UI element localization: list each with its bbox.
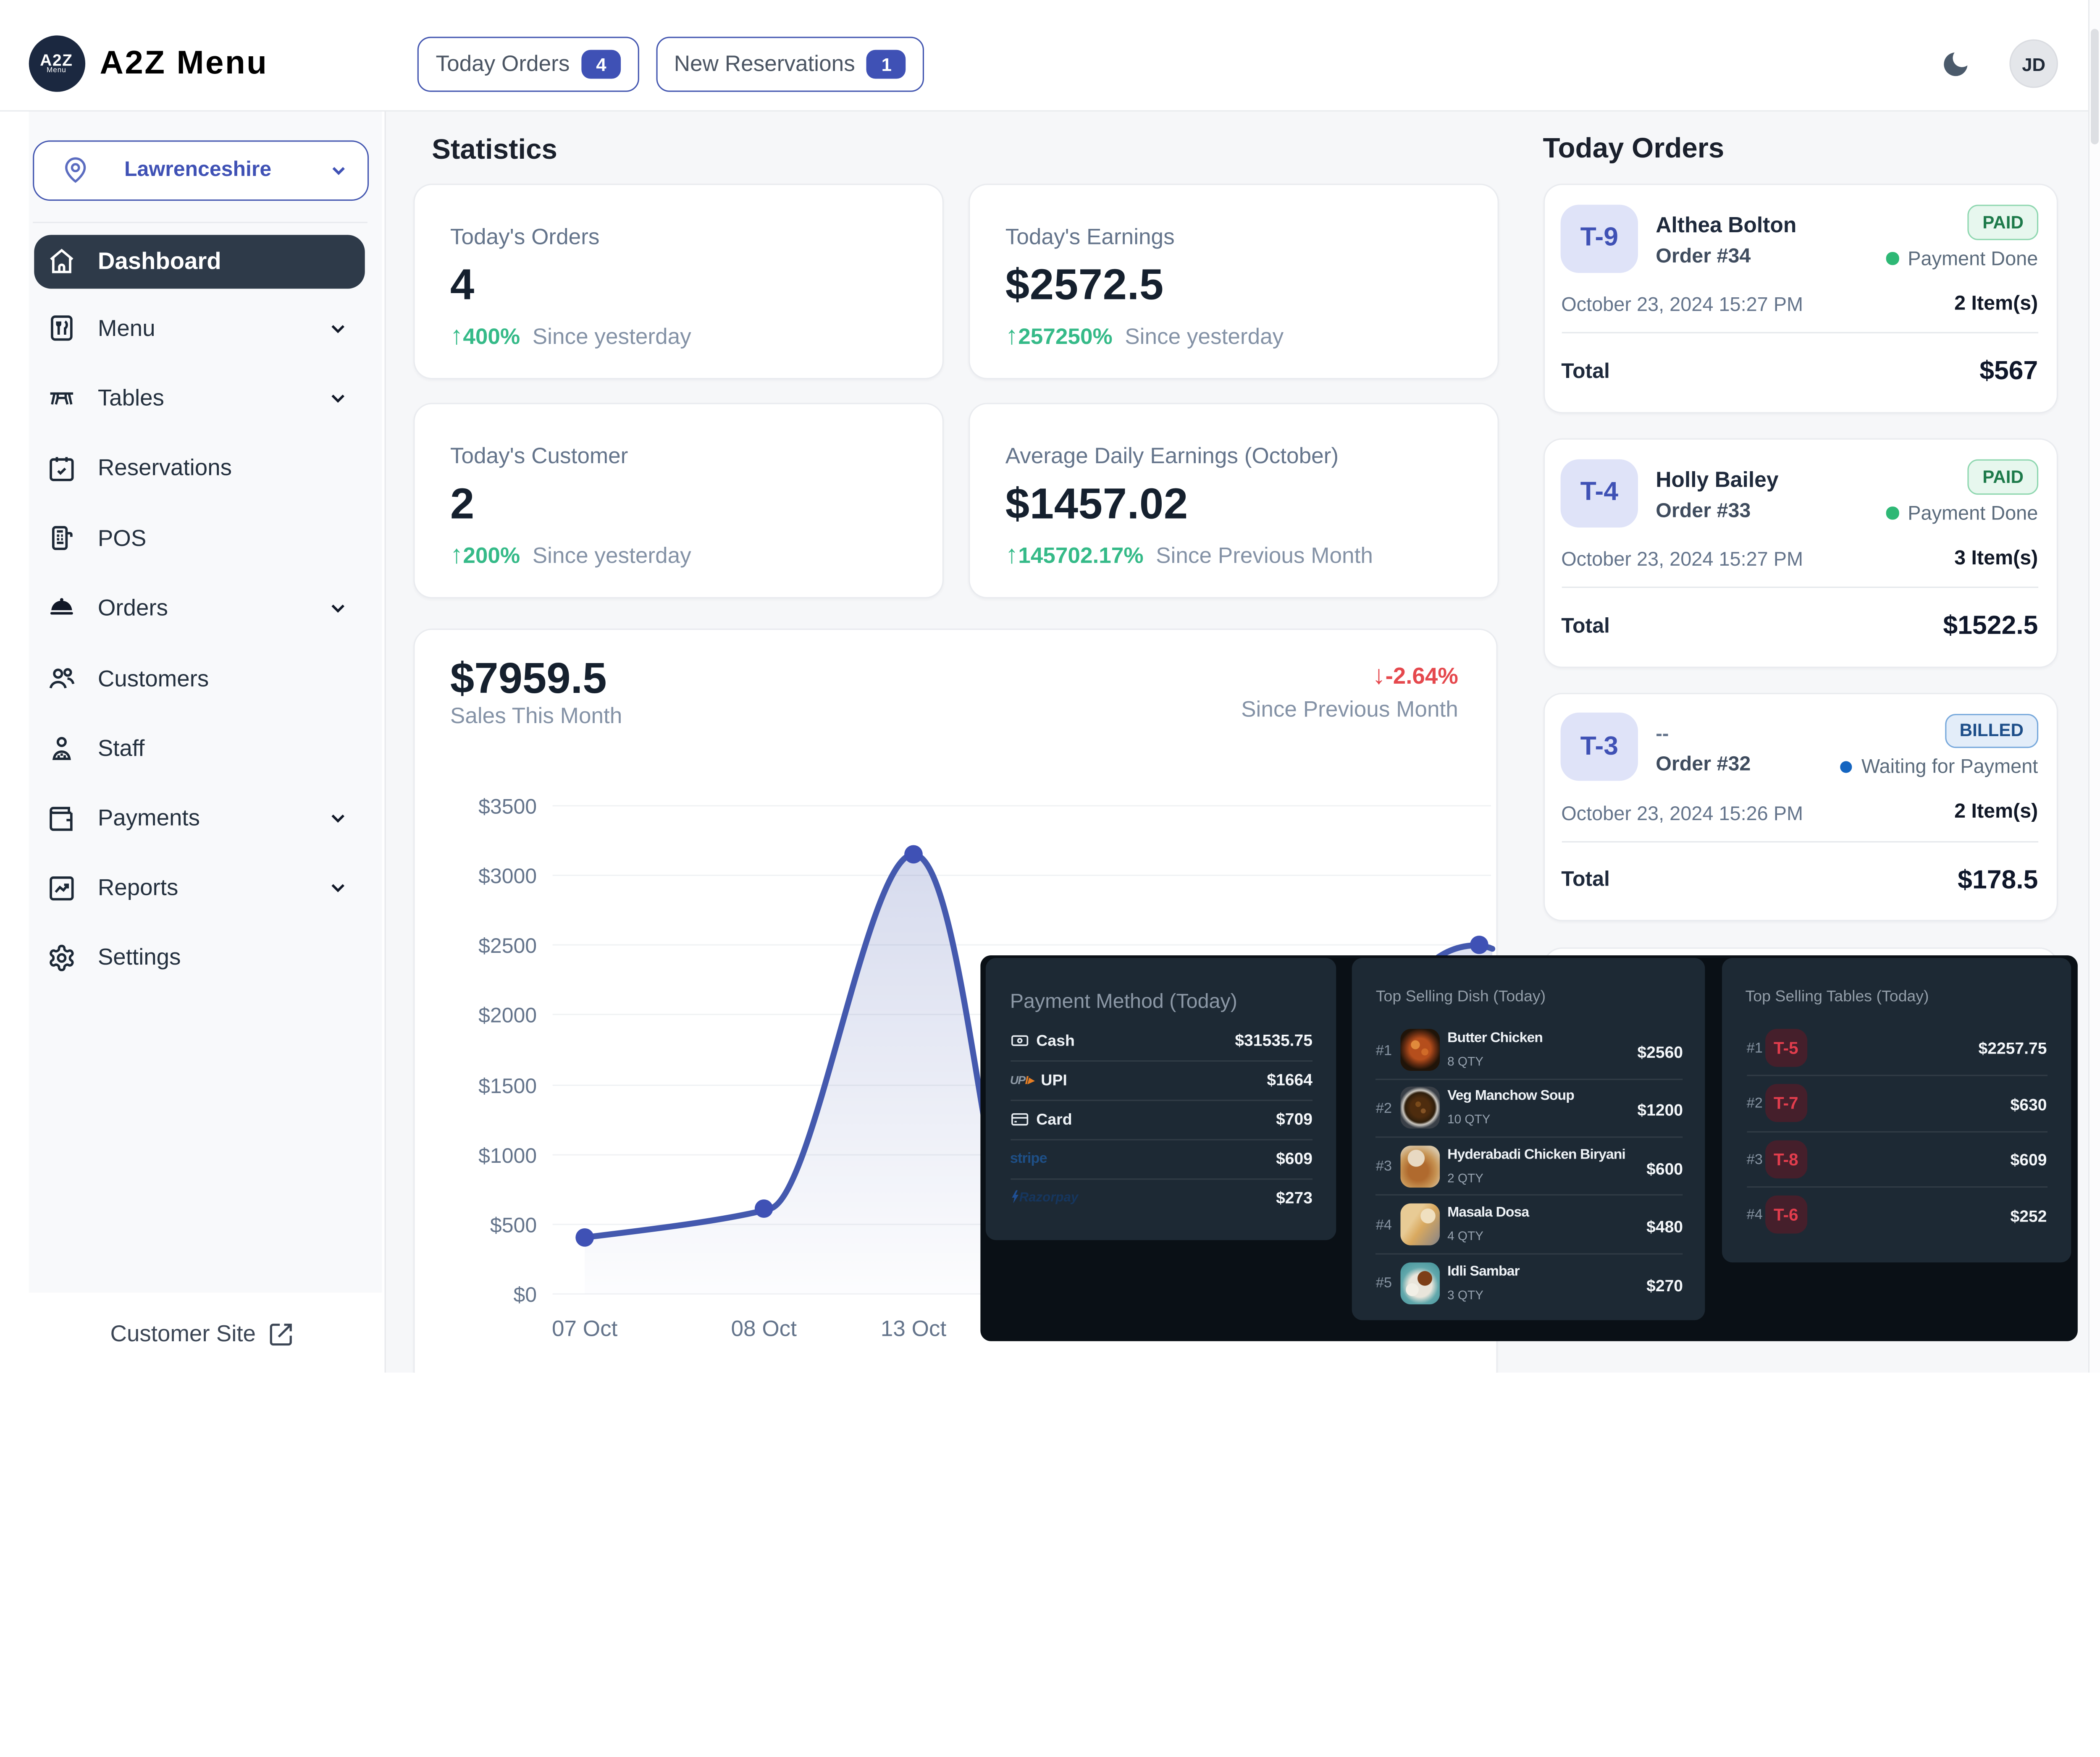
svg-text:$2000: $2000 — [478, 1003, 537, 1027]
svg-text:13 Oct: 13 Oct — [881, 1316, 947, 1341]
svg-text:$500: $500 — [490, 1213, 537, 1237]
svg-text:$3500: $3500 — [478, 795, 537, 818]
svg-text:$3000: $3000 — [478, 864, 537, 888]
svg-text:$1500: $1500 — [478, 1074, 537, 1098]
svg-text:$2500: $2500 — [478, 934, 537, 957]
svg-text:$0: $0 — [514, 1283, 537, 1306]
svg-text:08 Oct: 08 Oct — [731, 1316, 797, 1341]
svg-text:07 Oct: 07 Oct — [552, 1316, 618, 1341]
svg-text:$1000: $1000 — [478, 1144, 537, 1167]
